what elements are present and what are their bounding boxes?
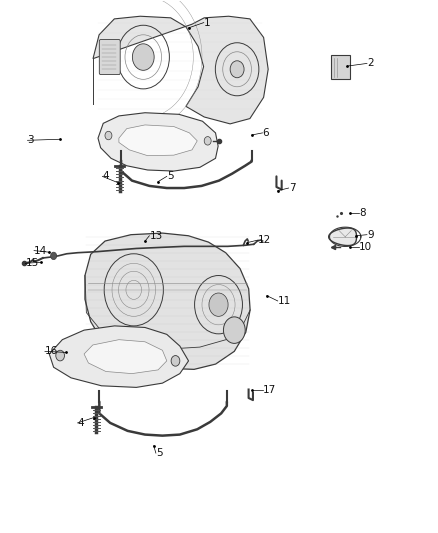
Polygon shape	[93, 16, 268, 124]
Text: 2: 2	[367, 59, 374, 68]
Circle shape	[230, 61, 244, 78]
Text: 14: 14	[34, 246, 47, 256]
Polygon shape	[84, 340, 167, 374]
Polygon shape	[98, 113, 218, 171]
Text: 13: 13	[149, 231, 162, 241]
Text: 15: 15	[25, 259, 39, 268]
FancyBboxPatch shape	[331, 55, 350, 79]
Text: 6: 6	[262, 128, 269, 138]
Polygon shape	[119, 125, 197, 156]
Text: 12: 12	[258, 235, 272, 245]
Circle shape	[209, 293, 228, 317]
FancyBboxPatch shape	[99, 39, 120, 75]
Text: 4: 4	[78, 418, 84, 428]
Circle shape	[171, 356, 180, 366]
Circle shape	[50, 252, 57, 260]
Text: 3: 3	[28, 135, 34, 146]
Text: 1: 1	[204, 18, 210, 28]
Circle shape	[132, 44, 154, 70]
Polygon shape	[49, 326, 188, 387]
Text: 4: 4	[102, 172, 109, 181]
Text: 17: 17	[262, 384, 276, 394]
Circle shape	[105, 131, 112, 140]
Circle shape	[204, 136, 211, 145]
Polygon shape	[85, 233, 250, 369]
Text: 10: 10	[359, 243, 372, 253]
Text: 16: 16	[45, 346, 58, 357]
Circle shape	[223, 317, 245, 343]
Circle shape	[56, 350, 64, 361]
Text: 5: 5	[156, 448, 162, 458]
Text: 8: 8	[359, 208, 366, 219]
Polygon shape	[328, 228, 357, 246]
Text: 9: 9	[367, 230, 374, 240]
Text: 7: 7	[289, 183, 295, 193]
Text: 11: 11	[278, 296, 291, 306]
Text: 5: 5	[167, 172, 173, 181]
